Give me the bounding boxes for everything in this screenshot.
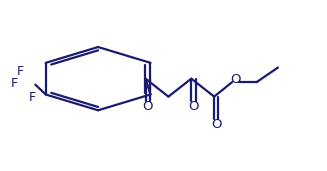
Text: O: O	[211, 118, 221, 131]
Text: F: F	[17, 65, 24, 78]
Text: O: O	[142, 100, 153, 113]
Text: O: O	[230, 73, 241, 86]
Text: F: F	[28, 91, 36, 104]
Text: F: F	[10, 77, 18, 90]
Text: O: O	[188, 100, 198, 113]
